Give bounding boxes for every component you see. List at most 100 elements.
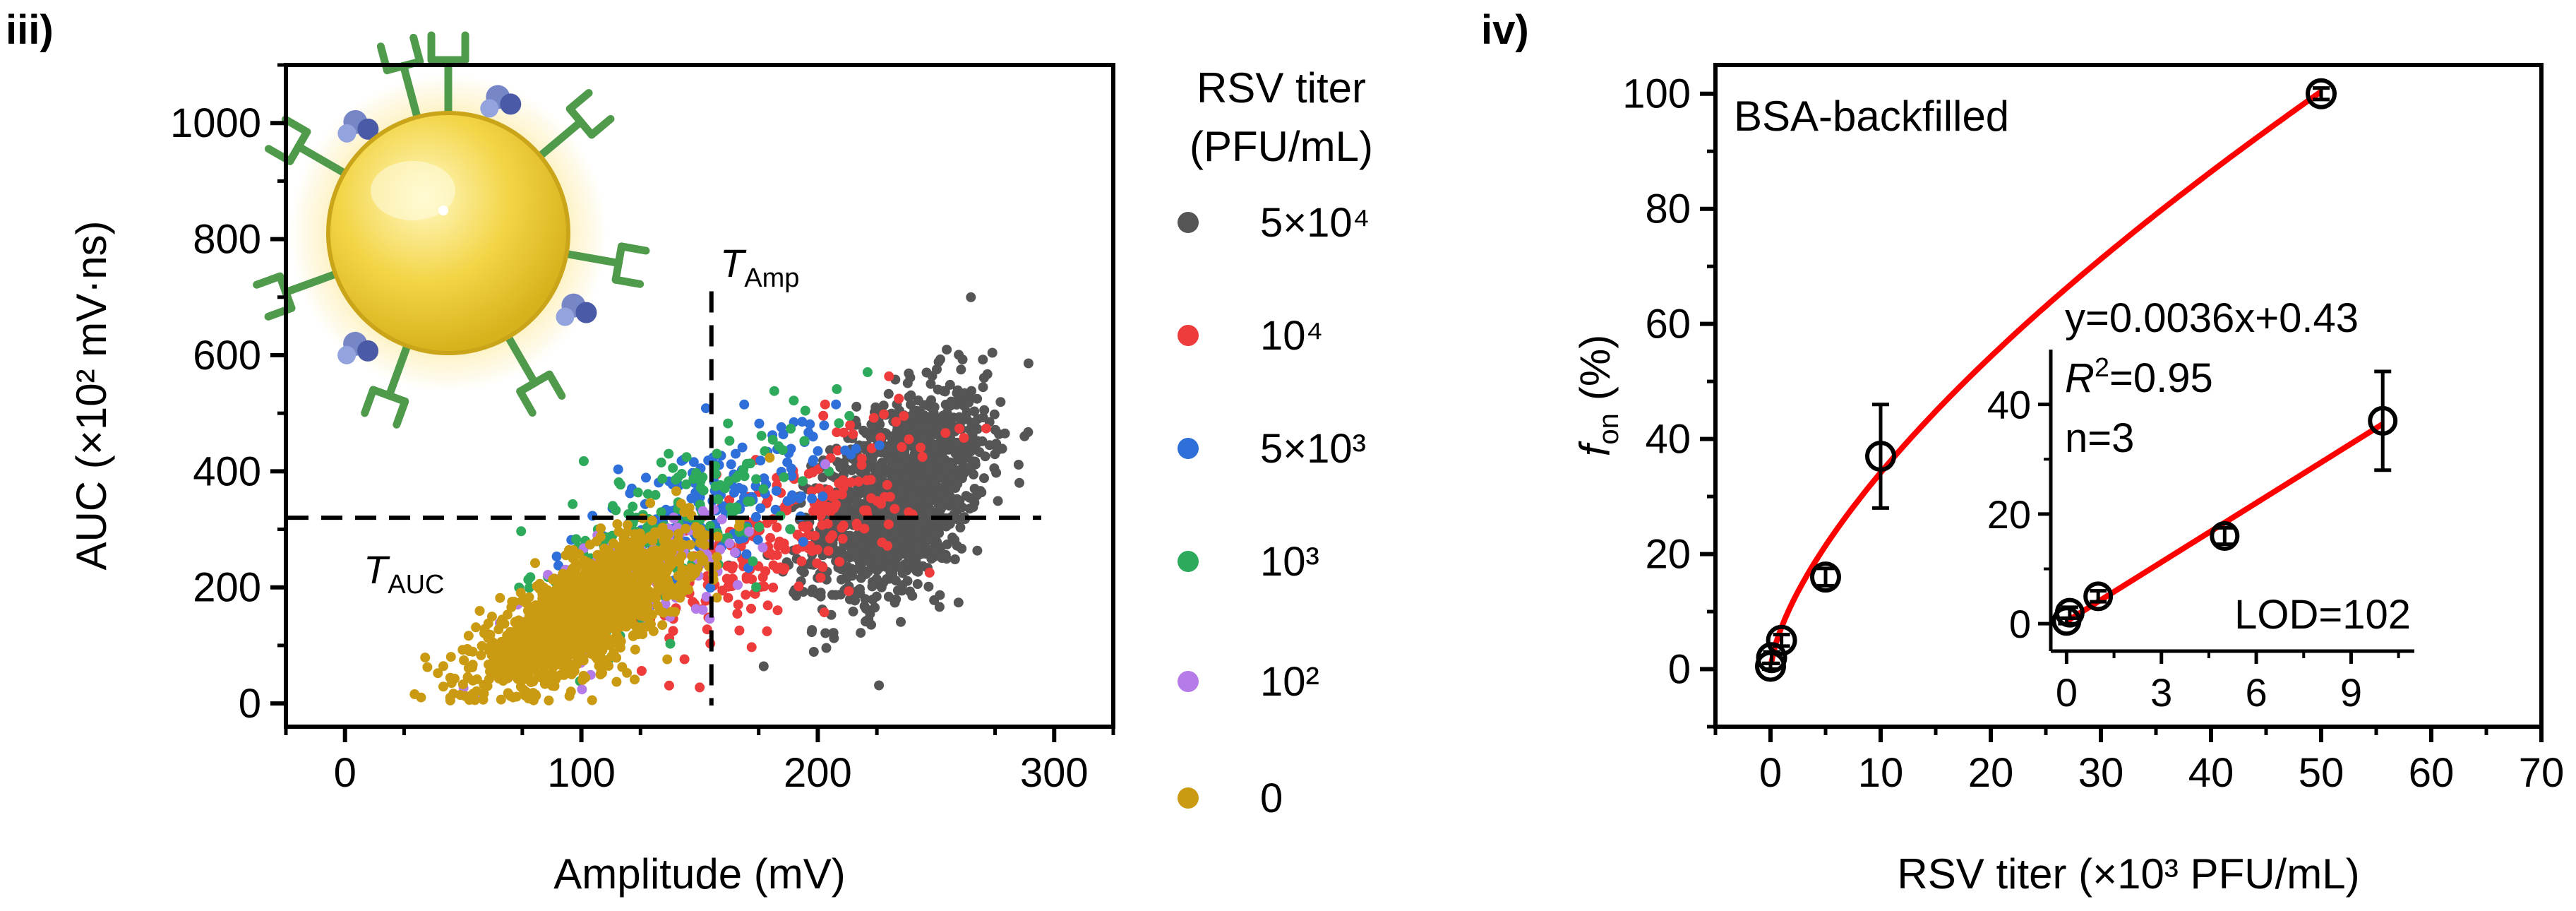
data-point xyxy=(723,418,733,429)
data-point xyxy=(957,355,968,365)
data-point xyxy=(662,654,673,665)
data-point xyxy=(613,464,623,475)
data-point xyxy=(751,512,761,522)
data-point xyxy=(688,457,699,468)
data-point xyxy=(657,473,668,484)
data-point xyxy=(450,674,460,684)
data-point xyxy=(825,533,835,544)
data-point xyxy=(657,528,668,539)
data-point xyxy=(676,499,686,509)
data-point xyxy=(821,643,832,653)
data-point xyxy=(755,503,766,513)
data-point xyxy=(875,432,886,443)
data-point xyxy=(741,573,752,584)
data-point xyxy=(827,590,837,600)
data-point xyxy=(1000,428,1010,439)
y-tick-label: 60 xyxy=(1645,302,1691,347)
y-tick-label: 80 xyxy=(1645,186,1691,232)
legend-item: 5×10⁴ xyxy=(1178,200,1370,246)
inset-x-tick-label: 3 xyxy=(2150,670,2172,715)
data-point xyxy=(945,400,956,411)
data-point xyxy=(738,464,749,475)
data-point xyxy=(681,523,691,534)
data-point xyxy=(849,545,859,556)
inset-r-squared-r: R xyxy=(2065,355,2095,401)
antibody-arm-tip xyxy=(393,397,409,429)
data-point xyxy=(750,481,761,492)
data-point xyxy=(832,384,842,394)
data-point xyxy=(897,568,908,578)
data-point xyxy=(681,452,692,463)
data-point xyxy=(987,347,998,358)
data-point xyxy=(594,633,604,643)
inset-y-tick-label: 40 xyxy=(1987,383,2031,427)
data-point xyxy=(445,652,456,662)
data-point xyxy=(471,622,481,633)
data-point xyxy=(636,666,647,676)
data-point xyxy=(883,388,894,399)
data-point xyxy=(815,573,826,583)
data-point xyxy=(603,620,613,631)
data-point xyxy=(695,682,705,693)
data-point xyxy=(911,566,922,576)
data-point xyxy=(527,617,537,627)
data-point xyxy=(731,504,742,515)
data-point xyxy=(874,680,885,691)
data-point xyxy=(870,525,880,536)
x-tick-label: 40 xyxy=(2188,750,2234,796)
data-point xyxy=(700,540,710,550)
data-point xyxy=(561,550,571,561)
data-point xyxy=(817,520,827,530)
data-point xyxy=(891,417,901,427)
data-point xyxy=(652,600,663,611)
data-point xyxy=(612,565,623,576)
data-point xyxy=(952,385,963,395)
data-point xyxy=(863,556,874,567)
data-point xyxy=(808,467,818,477)
data-point xyxy=(991,439,1002,449)
data-point xyxy=(664,680,674,691)
data-point xyxy=(671,584,681,595)
data-point xyxy=(741,549,752,559)
data-point xyxy=(859,505,869,516)
inset-fit-equation: y=0.0036x+0.43 xyxy=(2065,295,2359,341)
data-point xyxy=(705,520,715,531)
data-point xyxy=(524,583,534,593)
x-tick-label: 50 xyxy=(2299,750,2344,796)
data-point xyxy=(604,571,614,580)
data-point xyxy=(793,581,804,592)
data-point xyxy=(882,480,892,490)
data-point xyxy=(820,459,831,470)
data-point xyxy=(518,684,529,695)
antibody-arm-tip xyxy=(264,304,296,321)
data-point xyxy=(568,499,578,509)
data-point xyxy=(628,501,638,512)
data-point xyxy=(511,691,522,702)
legend-label: 5×10⁴ xyxy=(1260,200,1370,246)
legend-item: 0 xyxy=(1178,775,1283,821)
data-point xyxy=(935,354,945,364)
data-point xyxy=(981,423,991,434)
data-point xyxy=(1810,561,1841,593)
data-point xyxy=(630,674,640,685)
data-point xyxy=(665,638,676,649)
data-point xyxy=(613,619,624,629)
data-point xyxy=(724,436,735,446)
legend-label: 10³ xyxy=(1260,539,1319,585)
data-point xyxy=(1865,441,1896,472)
data-point xyxy=(756,431,767,441)
data-point xyxy=(526,677,537,687)
data-point xyxy=(771,486,781,496)
virus-antigen-icon xyxy=(556,293,597,326)
data-point xyxy=(529,661,539,672)
data-point xyxy=(476,650,486,660)
inset-x-tick-label: 0 xyxy=(2056,670,2078,715)
data-point xyxy=(548,662,558,673)
data-point xyxy=(639,559,649,569)
data-point xyxy=(754,418,765,429)
data-point xyxy=(587,695,597,705)
legend-title-line2: (PFU/mL) xyxy=(1190,123,1373,170)
data-point xyxy=(899,411,909,421)
y-tick-label: 400 xyxy=(193,448,261,494)
data-point xyxy=(836,574,846,585)
